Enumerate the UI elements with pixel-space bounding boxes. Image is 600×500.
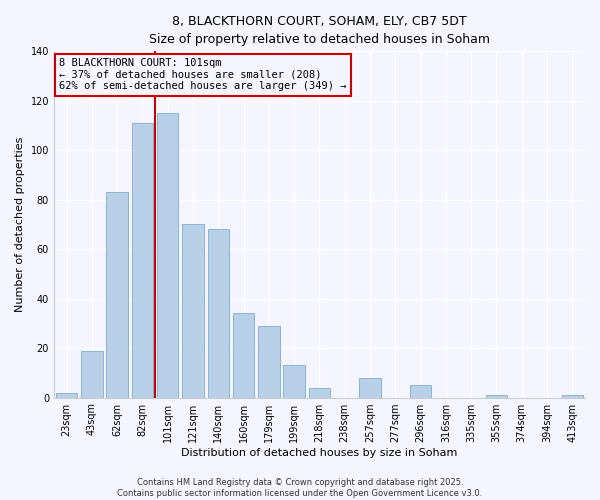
X-axis label: Distribution of detached houses by size in Soham: Distribution of detached houses by size …	[181, 448, 458, 458]
Bar	[359, 378, 381, 398]
Text: Contains HM Land Registry data © Crown copyright and database right 2025.
Contai: Contains HM Land Registry data © Crown c…	[118, 478, 482, 498]
Bar	[81, 350, 103, 398]
Bar	[182, 224, 204, 398]
Title: 8, BLACKTHORN COURT, SOHAM, ELY, CB7 5DT
Size of property relative to detached h: 8, BLACKTHORN COURT, SOHAM, ELY, CB7 5DT…	[149, 15, 490, 46]
Bar	[258, 326, 280, 398]
Bar	[283, 366, 305, 398]
Bar	[131, 123, 153, 398]
Bar	[157, 113, 178, 398]
Bar	[486, 395, 507, 398]
Bar	[56, 392, 77, 398]
Bar	[106, 192, 128, 398]
Bar	[562, 395, 583, 398]
Bar	[309, 388, 330, 398]
Bar	[233, 314, 254, 398]
Bar	[208, 230, 229, 398]
Bar	[410, 385, 431, 398]
Y-axis label: Number of detached properties: Number of detached properties	[15, 137, 25, 312]
Text: 8 BLACKTHORN COURT: 101sqm
← 37% of detached houses are smaller (208)
62% of sem: 8 BLACKTHORN COURT: 101sqm ← 37% of deta…	[59, 58, 347, 92]
